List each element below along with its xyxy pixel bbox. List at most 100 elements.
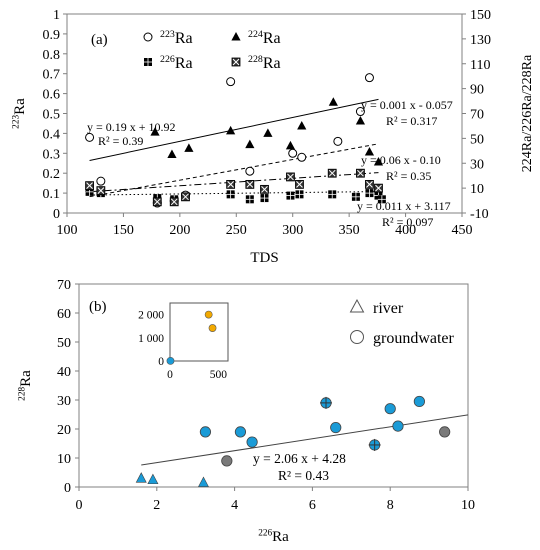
panel-b-ytick-label: 50: [57, 336, 71, 351]
panel-a-point-Ra228-cross: [153, 198, 161, 206]
panel-a-fit-r2: R² = 0.317: [386, 114, 437, 128]
panel-a-ytick-left-label: 0: [53, 207, 60, 222]
panel-b-legend-marker: [349, 298, 365, 313]
panel-a-fit-r2: R² = 0.35: [386, 169, 431, 183]
panel-b-legend-label: river: [373, 300, 404, 317]
panel-b-ytick-label: 0: [64, 481, 71, 496]
panel-a-point-Ra228-cross: [182, 193, 189, 201]
panel-a-ytick-left-label: 0.5: [43, 108, 61, 123]
panel-a-ylabel-right: 224Ra/226Ra/228Ra: [520, 54, 535, 172]
panel-a-ylabel-left-group: 223Ra: [11, 98, 28, 129]
panel-a-point-Ra224: [245, 139, 255, 149]
panel-a-legend-marker: [231, 32, 241, 41]
panel-a-xtick-label: 100: [57, 223, 78, 238]
panel-b-fit-equation: y = 2.06 x + 4.28: [253, 451, 346, 466]
panel-a-point-Ra224: [167, 149, 177, 159]
panel-a-ytick-left-label: 0.6: [43, 88, 61, 103]
panel-a-point-Ra228-cross: [287, 173, 294, 181]
panel-a-ytick-left-label: 0.8: [43, 48, 61, 63]
panel-a-point-Ra228-cross: [366, 181, 373, 188]
panel-a-fit-equation: y = 0.06 x - 0.10: [361, 153, 441, 167]
panel-a-legend-label: 224Ra: [248, 29, 281, 47]
panel-a-point-Ra223: [364, 73, 374, 83]
panel-b-xtick-label: 10: [461, 498, 475, 513]
panel-a-point-Ra228-cross: [296, 181, 303, 188]
panel-a-fit-equation: y = 0.19 x + 10.92: [87, 120, 176, 134]
panel-b-point-groundwater-gray: [221, 455, 233, 467]
panel-a-point-Ra224: [328, 97, 338, 106]
panel-a-legend-label: 226Ra: [160, 54, 193, 72]
panel-b-xtick-label: 4: [231, 498, 238, 513]
panel-a-point-Ra223: [96, 176, 106, 186]
panel-a-point-Ra224: [285, 140, 296, 150]
panel-b-inset-ytick-label: 2 000: [138, 310, 164, 322]
panel-b-ytick-label: 10: [57, 452, 71, 467]
panel-b-point-groundwater-blue: [413, 395, 425, 408]
panel-a-ytick-left-label: 0.3: [43, 147, 61, 162]
panel-a-xtick-label: 150: [113, 223, 134, 238]
panel-b-inset-point: [204, 310, 213, 319]
panel-a-xtick-label: 250: [226, 223, 247, 238]
panel-a-fit-r2: R² = 0.39: [98, 134, 143, 148]
panel-a-ytick-right-label: 70: [470, 108, 484, 123]
panel-a-point-Ra224: [297, 120, 307, 130]
panel-a-ytick-right-label: 150: [470, 8, 491, 23]
panel-a-point-Ra223: [245, 166, 255, 176]
panel-b-point-groundwater-blue: [330, 421, 342, 434]
panel-b-ytick-label: 20: [57, 423, 71, 438]
panel-b-legend-label: groundwater: [373, 330, 455, 347]
panel-b-point-river: [135, 472, 147, 483]
panel-a-point-Ra228-cross: [375, 184, 382, 192]
panel-b-inset-ytick-label: 1 000: [138, 333, 164, 345]
panel-a-fit-equation: y = 0.001 x - 0.057: [361, 98, 453, 112]
panel-a-point-Ra228-cross: [227, 181, 234, 188]
panel-a-ytick-left-label: 0.1: [43, 187, 61, 202]
panel-b-point-groundwater-blue: [199, 426, 212, 438]
panel-a-xtick-label: 450: [452, 223, 473, 238]
panel-a-ylabel-left: 223Ra: [11, 98, 28, 129]
panel-b-fit-r2: R² = 0.43: [278, 468, 329, 483]
panel-a-xtick-label: 300: [282, 223, 303, 238]
panel-a-ytick-right-label: 90: [470, 83, 484, 98]
panel-a-label: (a): [91, 32, 108, 48]
panel-a-fit-r2: R² = 0.097: [382, 215, 433, 229]
panel-a-ytick-left-label: 0.4: [43, 127, 61, 142]
panel-a-ytick-right-label: 50: [470, 132, 484, 147]
panel-a-legend-marker-cross: [232, 58, 240, 66]
panel-a-ytick-right-label: 30: [470, 157, 484, 172]
panel-a-point-Ra224: [364, 147, 375, 156]
panel-a-ytick-right-label: 110: [470, 58, 490, 73]
panel-b-xtick-label: 6: [309, 498, 316, 513]
panel-b-ylabel-group: 228Ra: [17, 370, 34, 401]
panel-a-ytick-left-label: 0.2: [43, 167, 61, 182]
panel-a-ytick-left-label: 1: [53, 8, 60, 23]
panel-b-point-groundwater-blue: [384, 403, 396, 415]
panel-a-ytick-right-label: 130: [470, 33, 491, 48]
panel-a-point-Ra228-cross: [170, 198, 178, 206]
panel-b-ylabel: 228Ra: [17, 370, 34, 401]
panel-b-inset-xtick-label: 500: [210, 369, 228, 381]
panel-a-point-Ra223: [297, 152, 307, 162]
panel-a-legend-marker: [143, 32, 153, 42]
panel-b-inset-frame: [169, 302, 229, 362]
panel-a-legend-label: 228Ra: [248, 54, 281, 72]
panel-a-point-Ra228-cross: [261, 186, 268, 193]
panel-a-point-Ra228-cross: [97, 187, 105, 194]
panel-a-point-Ra224: [226, 125, 236, 135]
panel-a-point-Ra223: [333, 136, 343, 146]
panel-b-point-groundwater-gray: [439, 426, 451, 438]
panel-a-xtick-label: 400: [395, 223, 416, 238]
panel-b-point-river: [147, 473, 159, 485]
panel-b-inset-xtick-label: 0: [167, 369, 173, 381]
panel-b-legend-circle: [350, 330, 364, 344]
panel-a-ytick-left-label: 0.7: [43, 68, 61, 83]
panel-b-xtick-label: 8: [387, 498, 394, 513]
panel-a-xtick-label: 200: [169, 223, 190, 238]
panel-b-frame: [78, 283, 469, 488]
panel-b-point-groundwater-blue: [392, 420, 404, 432]
panel-a-ytick-left-label: 0.9: [43, 28, 61, 43]
panel-a-point-Ra228-cross: [328, 169, 336, 177]
panel-a-ylabel-right-group: 224Ra/226Ra/228Ra: [520, 54, 535, 172]
panel-a-point-Ra223: [226, 77, 236, 87]
